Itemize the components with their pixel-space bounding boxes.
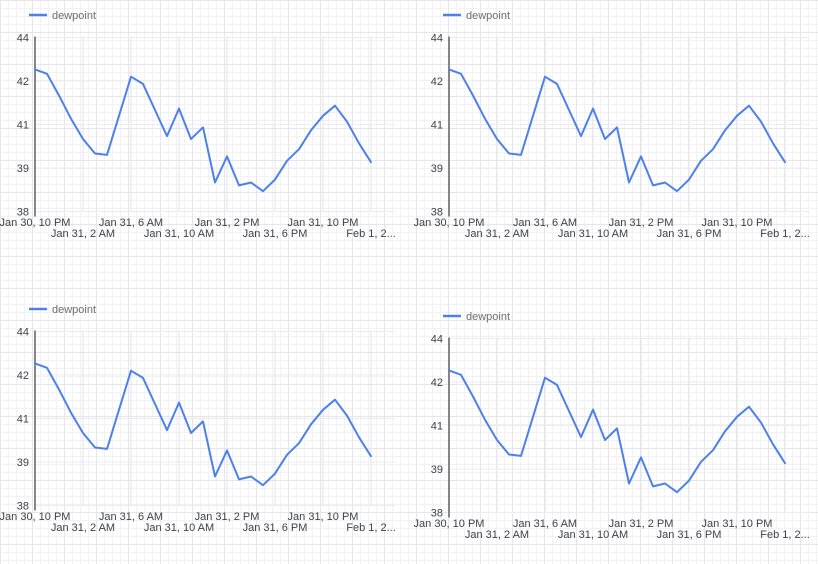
x-axis-label: Jan 30, 10 PM: [0, 511, 70, 523]
x-axis-label: Jan 31, 6 AM: [99, 217, 163, 229]
y-axis-label: 44: [431, 334, 443, 346]
x-axis-label: Jan 31, 6 AM: [513, 217, 577, 229]
y-axis-label: 41: [431, 120, 443, 132]
dewpoint-series-line[interactable]: [34, 68, 372, 193]
y-axis-label: 42: [17, 76, 29, 88]
y-axis-label: 38: [17, 207, 29, 219]
y-axis-label: 41: [17, 414, 29, 426]
x-axis-label: Jan 31, 6 PM: [243, 522, 308, 534]
x-axis-label: Jan 31, 10 PM: [702, 217, 773, 229]
x-axis-label: Jan 31, 10 PM: [702, 518, 773, 530]
dewpoint-chart-top-right[interactable]: 44 42 41 39 38 Jan 30, 10 PM Jan 31, 6 AM Jan 3…: [414, 0, 818, 250]
dewpoint-series-line[interactable]: [448, 369, 786, 494]
legend-label: dewpoint: [466, 10, 510, 22]
y-axis-label: 41: [431, 421, 443, 433]
legend-label: dewpoint: [52, 304, 96, 316]
x-axis-label: Jan 31, 10 AM: [144, 228, 214, 240]
dewpoint-chart-top-left[interactable]: 44 42 41 39 38 Jan 30, 10 PM Jan 31, 6 AM Jan 3…: [0, 0, 404, 250]
y-axis-label: 39: [17, 163, 29, 175]
y-axis-label: 39: [431, 464, 443, 476]
y-axis-label: 44: [17, 327, 29, 339]
y-axis-label: 44: [431, 33, 443, 45]
x-axis-label: Jan 31, 2 AM: [51, 522, 115, 534]
x-axis-label: Feb 1, 2...: [760, 228, 810, 240]
x-axis-label: Jan 31, 2 PM: [195, 217, 260, 229]
x-axis-label: Jan 31, 6 PM: [243, 228, 308, 240]
legend-label: dewpoint: [466, 311, 510, 323]
y-axis-label: 38: [431, 508, 443, 520]
dewpoint-chart-bottom-left[interactable]: 44 42 41 39 38 Jan 30, 10 PM Jan 31, 6 AM Jan 3…: [0, 294, 404, 544]
x-axis-label: Jan 31, 2 AM: [51, 228, 115, 240]
x-axis-label: Jan 31, 2 PM: [609, 217, 674, 229]
x-axis-label: Jan 31, 6 PM: [657, 529, 722, 541]
y-axis-label: 41: [17, 120, 29, 132]
x-axis-label: Jan 30, 10 PM: [414, 518, 484, 530]
x-axis-label: Jan 31, 10 AM: [144, 522, 214, 534]
x-axis-label: Feb 1, 2...: [760, 529, 810, 541]
x-axis-label: Jan 31, 10 AM: [558, 529, 628, 541]
y-axis-label: 39: [17, 457, 29, 469]
x-axis-label: Jan 30, 10 PM: [414, 217, 484, 229]
x-axis-label: Jan 31, 2 PM: [195, 511, 260, 523]
x-axis-label: Jan 30, 10 PM: [0, 217, 70, 229]
x-axis-label: Jan 31, 6 AM: [99, 511, 163, 523]
y-axis-label: 42: [17, 370, 29, 382]
x-axis-label: Jan 31, 10 PM: [288, 511, 359, 523]
dewpoint-series-line[interactable]: [34, 362, 372, 487]
x-axis-label: Jan 31, 10 AM: [558, 228, 628, 240]
y-axis-label: 44: [17, 33, 29, 45]
x-axis-label: Jan 31, 2 AM: [465, 529, 529, 541]
y-axis-label: 42: [431, 76, 443, 88]
legend-label: dewpoint: [52, 10, 96, 22]
x-axis-label: Feb 1, 2...: [346, 522, 396, 534]
dewpoint-series-line[interactable]: [448, 68, 786, 193]
x-axis-label: Jan 31, 10 PM: [288, 217, 359, 229]
x-axis-label: Feb 1, 2...: [346, 228, 396, 240]
x-axis-label: Jan 31, 6 PM: [657, 228, 722, 240]
y-axis-label: 42: [431, 377, 443, 389]
y-axis-label: 38: [431, 207, 443, 219]
y-axis-label: 38: [17, 501, 29, 513]
y-axis-label: 39: [431, 163, 443, 175]
x-axis-label: Jan 31, 6 AM: [513, 518, 577, 530]
x-axis-label: Jan 31, 2 PM: [609, 518, 674, 530]
x-axis-label: Jan 31, 2 AM: [465, 228, 529, 240]
dewpoint-chart-bottom-right[interactable]: 44 42 41 39 38 Jan 30, 10 PM Jan 31, 6 AM Jan 3…: [414, 301, 818, 551]
